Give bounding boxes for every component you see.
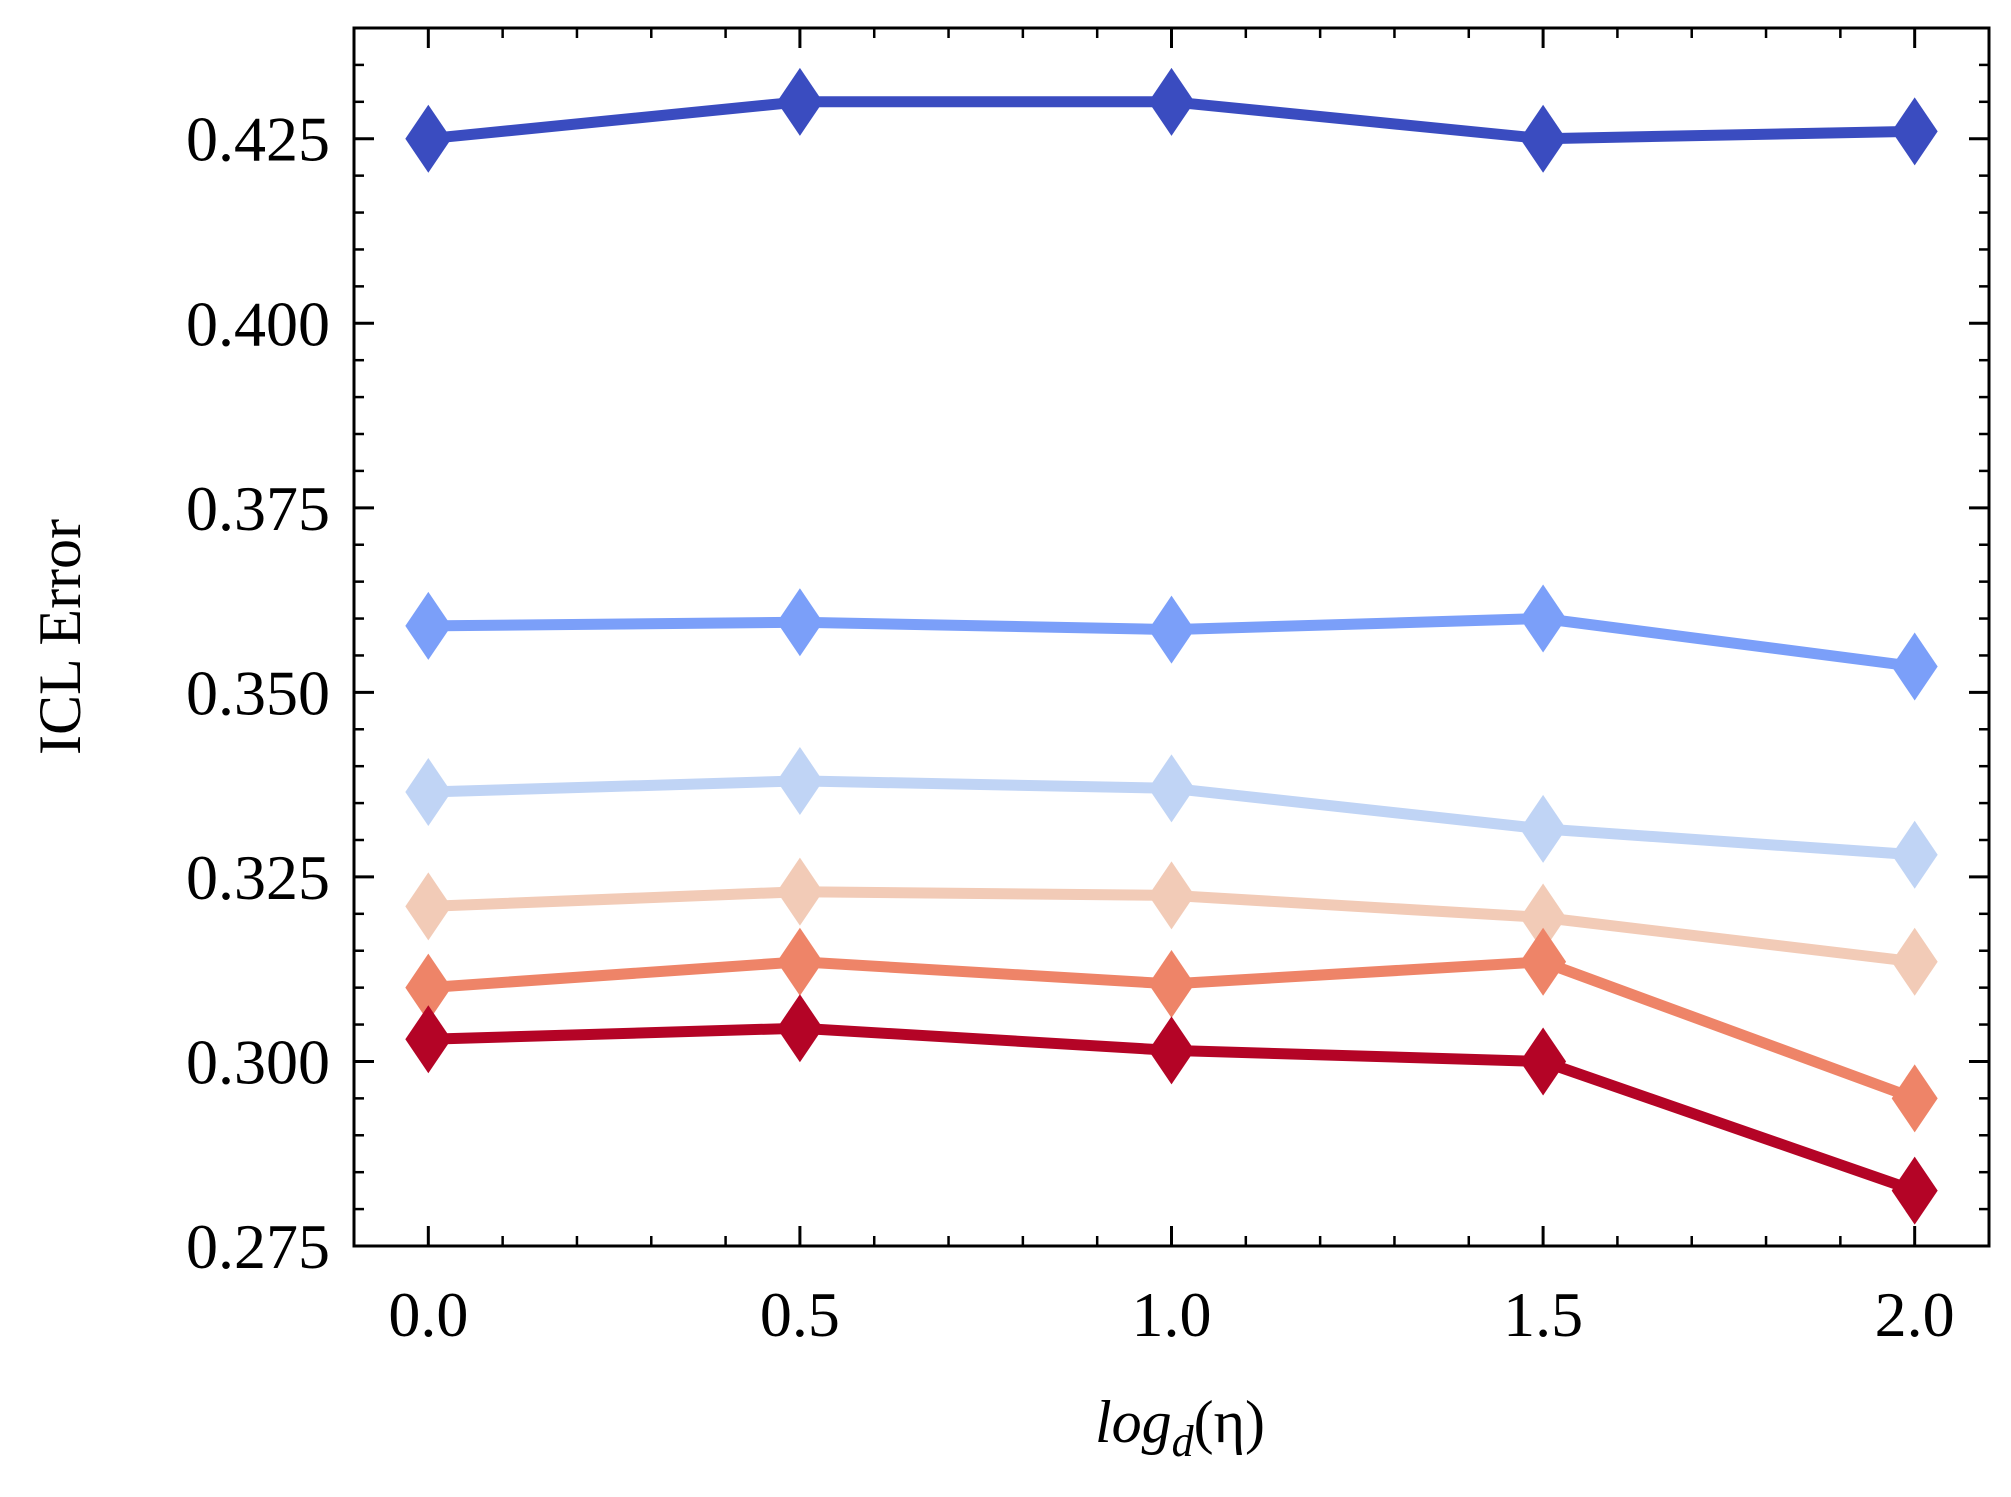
series-6-point-5 bbox=[1891, 1156, 1938, 1225]
series-2-point-5 bbox=[1891, 632, 1938, 701]
x-axis-title-argument: (η) bbox=[1194, 1389, 1265, 1455]
series-1-point-4 bbox=[1520, 104, 1567, 173]
series-2-point-4 bbox=[1520, 584, 1567, 653]
y-tick-label: 0.300 bbox=[186, 1026, 330, 1097]
series-5-point-3 bbox=[1148, 949, 1195, 1018]
series-4 bbox=[405, 857, 1938, 996]
series-3-point-4 bbox=[1520, 794, 1567, 863]
series-5-point-5 bbox=[1891, 1064, 1938, 1133]
x-tick-label: 1.0 bbox=[1132, 1279, 1212, 1350]
y-tick-label: 0.375 bbox=[186, 473, 330, 544]
y-tick-label: 0.275 bbox=[186, 1211, 330, 1282]
series-3-point-3 bbox=[1148, 754, 1195, 823]
label-layer: 0.0 0.5 1.0 1.5 2.0 0.275 0.300 0.325 0.350 0.375… bbox=[186, 104, 1955, 1350]
y-tick-label: 0.325 bbox=[186, 842, 330, 913]
series-3-point-5 bbox=[1891, 820, 1938, 889]
x-tick-label: 0.5 bbox=[760, 1279, 840, 1350]
series-3 bbox=[405, 746, 1938, 889]
series-2 bbox=[405, 584, 1938, 701]
series-1-point-3 bbox=[1148, 67, 1195, 136]
series-2-point-2 bbox=[776, 588, 823, 657]
series-1 bbox=[405, 67, 1938, 173]
x-tick-label: 2.0 bbox=[1875, 1279, 1955, 1350]
series-4-point-5 bbox=[1891, 927, 1938, 996]
tick-layer bbox=[352, 26, 1991, 1248]
series-5-point-2 bbox=[776, 927, 823, 996]
x-axis-title-base: log bbox=[1095, 1389, 1172, 1455]
series-4-point-2 bbox=[776, 857, 823, 926]
y-tick-label: 0.425 bbox=[186, 104, 330, 175]
y-axis-title: ICL Error bbox=[27, 519, 93, 755]
y-tick-label: 0.400 bbox=[186, 288, 330, 359]
series-1-point-1 bbox=[405, 104, 452, 173]
series-6-point-4 bbox=[1520, 1027, 1567, 1096]
series-1-point-2 bbox=[776, 67, 823, 136]
x-axis-title-subscript: d bbox=[1172, 1417, 1195, 1466]
series-4-point-1 bbox=[405, 872, 452, 941]
series-layer bbox=[405, 67, 1938, 1225]
series-5 bbox=[405, 927, 1938, 1133]
series-3-point-1 bbox=[405, 758, 452, 827]
series-4-point-4 bbox=[1520, 883, 1567, 952]
series-4-point-3 bbox=[1148, 861, 1195, 930]
series-5-point-1 bbox=[405, 953, 452, 1022]
x-tick-label: 0.0 bbox=[388, 1279, 468, 1350]
series-3-point-2 bbox=[776, 746, 823, 815]
series-6-point-3 bbox=[1148, 1016, 1195, 1085]
series-2-point-3 bbox=[1148, 595, 1195, 664]
x-axis-title: logd(η) bbox=[1095, 1389, 1265, 1466]
series-6 bbox=[405, 994, 1938, 1225]
y-tick-label: 0.350 bbox=[186, 657, 330, 728]
series-2-point-1 bbox=[405, 591, 452, 660]
series-5-point-4 bbox=[1520, 927, 1567, 996]
series-6-point-1 bbox=[405, 1005, 452, 1074]
series-6-point-2 bbox=[776, 994, 823, 1063]
series-1-point-5 bbox=[1891, 97, 1938, 166]
x-tick-label: 1.5 bbox=[1503, 1279, 1583, 1350]
